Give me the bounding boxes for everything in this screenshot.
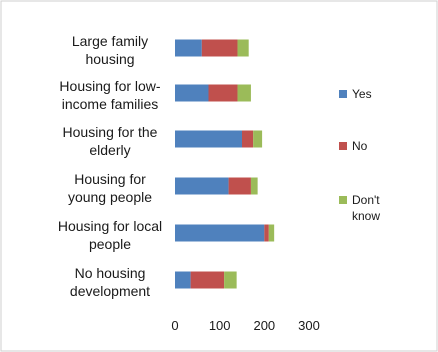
- category-label: Housing for low-income families: [59, 78, 160, 112]
- legend-label: Don't know: [352, 193, 380, 223]
- legend: Yes No Don't know: [339, 87, 380, 223]
- category-label: No housing development: [70, 265, 150, 299]
- legend-swatch: [339, 196, 347, 204]
- category-label-line: Housing for low-: [59, 78, 160, 94]
- legend-label-line: Yes: [352, 87, 372, 101]
- bar-segment: [268, 224, 275, 242]
- bar-segment: [264, 224, 269, 242]
- legend-swatch: [339, 90, 347, 98]
- bar-segment: [242, 130, 254, 148]
- bar-segment: [208, 84, 238, 102]
- bar-segment: [190, 271, 225, 289]
- legend-label: No: [352, 139, 368, 153]
- category-label-line: Large family: [72, 33, 148, 49]
- legend-label-line: No: [352, 139, 368, 153]
- category-label-line: people: [89, 236, 131, 252]
- bar-segment: [253, 130, 263, 148]
- bar-segment: [228, 177, 251, 195]
- category-label-line: elderly: [89, 142, 130, 158]
- bar-segment: [175, 84, 209, 102]
- bar-segment: [175, 271, 191, 289]
- legend-label: Yes: [352, 87, 372, 101]
- bar-segment: [250, 177, 258, 195]
- category-label-line: No housing: [75, 265, 146, 281]
- category-label-line: housing: [85, 51, 134, 67]
- bar-segment: [237, 39, 249, 57]
- legend-label-line: Don't: [352, 193, 380, 207]
- category-label-line: income families: [62, 96, 158, 112]
- bar-segment: [175, 39, 202, 57]
- legend-label-line: know: [352, 209, 380, 223]
- x-axis-ticks: 0 100 200 300: [171, 318, 319, 333]
- bar-segment: [237, 84, 251, 102]
- bar-segment: [175, 224, 265, 242]
- bar-segment: [175, 130, 242, 148]
- bar-segment: [201, 39, 238, 57]
- legend-swatch: [339, 142, 347, 150]
- category-label: Housing for young people: [68, 171, 152, 205]
- category-label: Housing for the elderly: [63, 124, 158, 158]
- category-label-line: Housing for the: [63, 124, 158, 140]
- x-tick-label: 100: [209, 318, 231, 333]
- category-labels: Large family housing Housing for low-incom…: [58, 33, 162, 299]
- category-label-line: Housing for local: [58, 218, 162, 234]
- category-label-line: Housing for: [74, 171, 146, 187]
- category-label: Large family housing: [72, 33, 148, 67]
- category-label: Housing for local people: [58, 218, 162, 252]
- x-tick-label: 0: [171, 318, 178, 333]
- x-tick-label: 300: [298, 318, 320, 333]
- category-label-line: young people: [68, 189, 152, 205]
- x-tick-label: 200: [253, 318, 275, 333]
- category-label-line: development: [70, 283, 150, 299]
- bar-segment: [224, 271, 237, 289]
- bar-segment: [175, 177, 229, 195]
- bars: [175, 39, 275, 289]
